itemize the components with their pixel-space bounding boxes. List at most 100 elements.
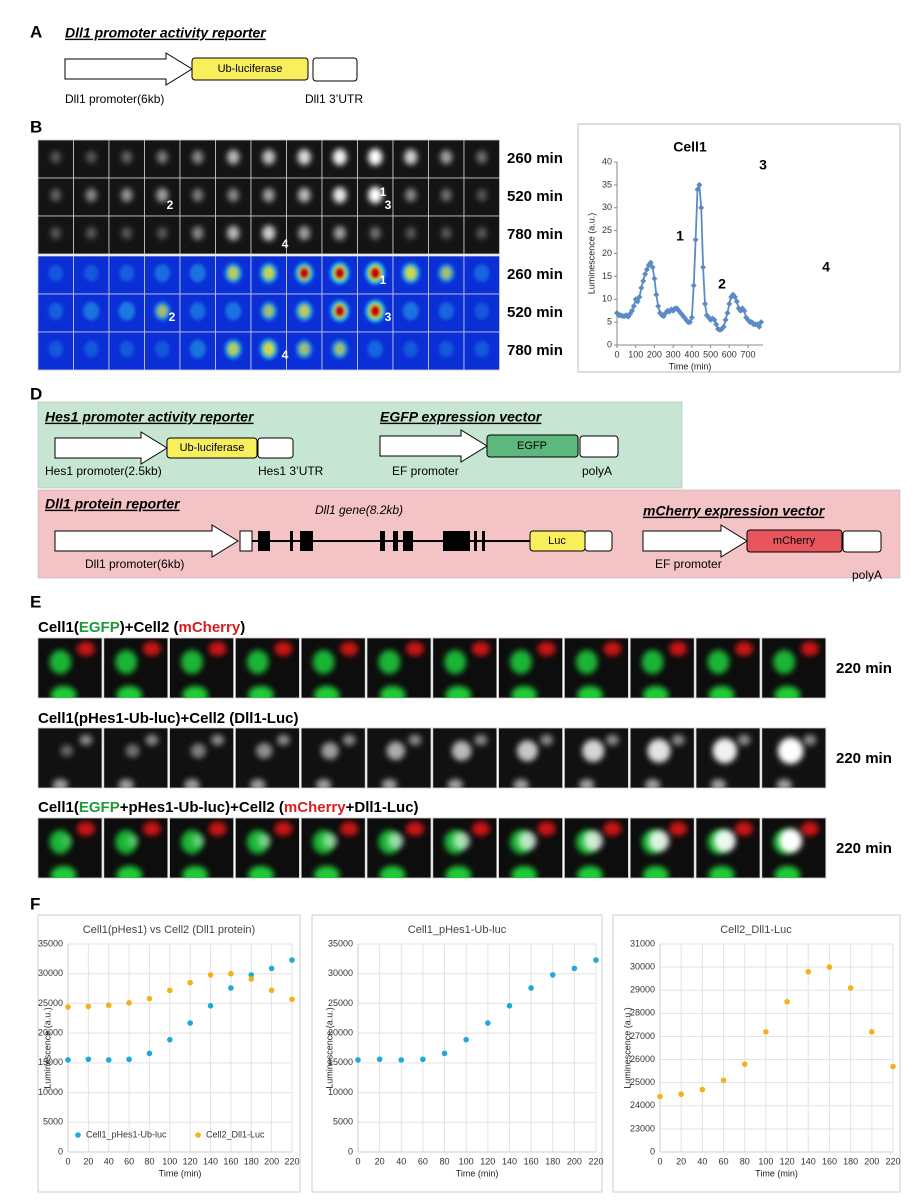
cell-signal	[49, 830, 72, 854]
label: Dll1 3’UTR	[305, 92, 363, 106]
x-tick-label: 400	[684, 349, 699, 359]
x-tick-label: 40	[697, 1156, 707, 1166]
cell-signal	[154, 264, 171, 282]
x-tick-label: 60	[719, 1156, 729, 1166]
cell-signal	[225, 301, 242, 321]
cell-signal	[322, 833, 338, 849]
point-annotation: 3	[759, 157, 767, 173]
micro-image	[498, 637, 564, 699]
cell-signal	[227, 342, 239, 356]
y-tick-label: 30	[602, 202, 612, 212]
mcherry-box	[746, 529, 843, 553]
cell-signal	[669, 641, 688, 656]
cell-signal	[779, 828, 803, 853]
image-content	[189, 263, 206, 283]
y-tick-label: 26000	[630, 1054, 655, 1064]
micro-image	[432, 727, 498, 789]
image-annotation: 1	[380, 185, 387, 199]
promoter-arrow	[64, 52, 193, 86]
x-axis-label: Time (min)	[755, 1168, 798, 1178]
cell-signal	[190, 743, 206, 759]
micro-image	[103, 817, 169, 879]
cell-signal	[50, 227, 61, 240]
data-point	[146, 1050, 153, 1057]
cell-signal	[61, 836, 72, 846]
cell-signal	[85, 188, 97, 202]
micro-image	[392, 177, 429, 217]
micro-image	[498, 727, 564, 789]
cell-signal	[119, 340, 134, 358]
data-point	[699, 1086, 706, 1093]
cell-signal	[184, 779, 200, 788]
x-tick-label: 300	[666, 349, 681, 359]
micro-image	[300, 637, 366, 699]
image-content	[333, 226, 346, 241]
x-tick-label: 120	[480, 1156, 495, 1166]
image-frame	[73, 293, 110, 333]
image-frame	[392, 139, 429, 179]
image-content	[50, 188, 62, 202]
micro-image	[250, 177, 287, 217]
image-annotation: 2	[169, 310, 176, 324]
cell-signal	[192, 226, 204, 240]
micro-image	[234, 817, 300, 879]
image-content	[119, 264, 135, 282]
image-content	[403, 340, 418, 358]
image-annotation: 4	[282, 348, 289, 362]
image-content	[189, 302, 206, 320]
cell-signal	[227, 188, 239, 202]
data-point	[636, 293, 643, 300]
label: Hes1 promoter(2.5kb)	[45, 464, 162, 478]
image-annotation: 3	[385, 310, 392, 324]
y-tick-label: 30000	[38, 968, 63, 978]
micro-image	[564, 727, 629, 789]
cell-signal	[445, 686, 472, 698]
cell-signal	[77, 641, 95, 656]
micro-image	[179, 139, 216, 179]
cell-signal	[440, 188, 452, 202]
cell-signal	[577, 866, 603, 878]
utr-exon	[239, 530, 253, 552]
image-content	[295, 339, 313, 359]
image-content	[52, 734, 93, 788]
micro-image	[169, 727, 235, 789]
title-part: EGFP	[79, 799, 120, 816]
image-content	[476, 227, 487, 240]
data-point	[167, 1036, 173, 1043]
cell-signal	[405, 188, 417, 202]
chart-frame	[37, 914, 301, 1193]
micro-image	[144, 331, 181, 371]
image-content	[579, 734, 619, 788]
x-tick-label: 140	[502, 1156, 517, 1166]
cell-signal	[369, 226, 381, 240]
image-content	[155, 340, 170, 358]
data-point	[722, 316, 729, 323]
data-point	[720, 323, 727, 330]
image-content	[365, 299, 386, 323]
cell-signal	[277, 734, 290, 746]
x-tick-label: 180	[843, 1156, 858, 1166]
micro-image	[169, 817, 235, 879]
data-point	[678, 1091, 684, 1098]
cell-signal	[312, 650, 335, 674]
cell-signal	[368, 148, 383, 166]
data-point	[65, 1004, 71, 1010]
micro-image	[463, 255, 500, 295]
micro-image	[321, 139, 358, 179]
x-tick-label: 200	[864, 1156, 879, 1166]
image-content	[225, 301, 242, 321]
micro-image	[179, 255, 216, 295]
cell-signal	[116, 686, 143, 698]
cell-signal	[405, 227, 416, 240]
data-point	[758, 319, 765, 326]
cell-signal	[444, 650, 467, 674]
chart-title: Cell1_pHes1-Ub-luc	[408, 924, 507, 936]
image-content	[115, 641, 161, 698]
label: 780 min	[507, 226, 563, 243]
micro-image	[73, 293, 110, 333]
cell-signal	[403, 340, 418, 358]
cell-signal	[274, 821, 293, 836]
data-point	[700, 264, 707, 271]
data-point	[593, 957, 599, 963]
cell-signal	[774, 686, 801, 698]
